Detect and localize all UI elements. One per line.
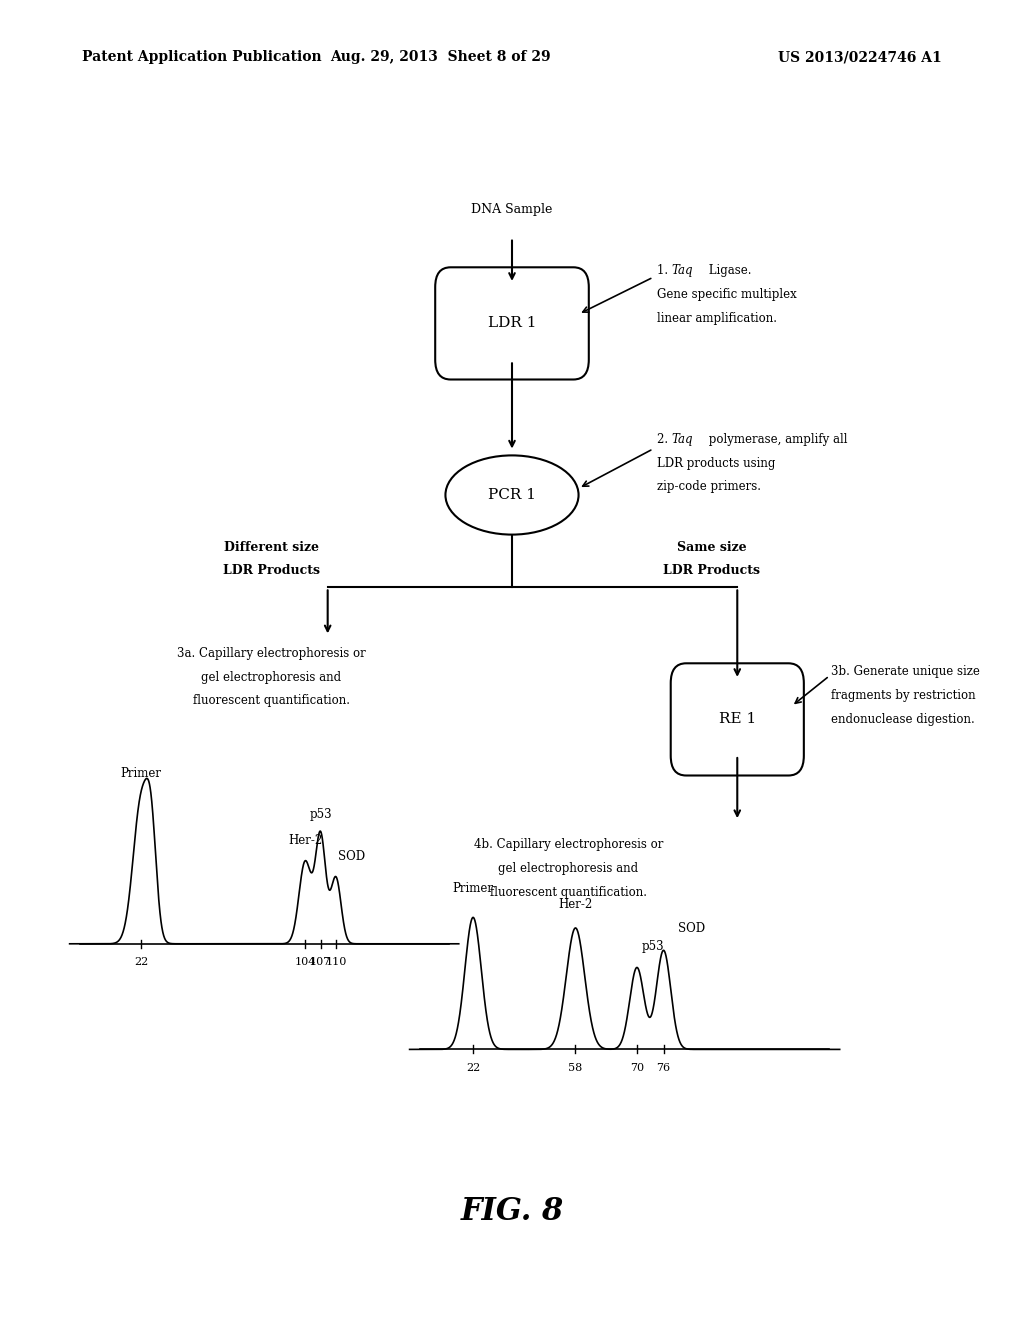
Text: 22: 22: [466, 1063, 480, 1073]
Text: fragments by restriction: fragments by restriction: [831, 689, 976, 702]
Text: fluorescent quantification.: fluorescent quantification.: [193, 694, 350, 708]
Text: 76: 76: [656, 1063, 671, 1073]
Text: gel electrophoresis and: gel electrophoresis and: [499, 862, 638, 875]
Text: Same size: Same size: [677, 541, 746, 554]
Text: PCR 1: PCR 1: [488, 488, 536, 502]
Text: LDR products using: LDR products using: [657, 457, 776, 470]
Text: 1.: 1.: [657, 264, 673, 277]
Ellipse shape: [445, 455, 579, 535]
Text: fluorescent quantification.: fluorescent quantification.: [489, 886, 647, 899]
Text: Gene specific multiplex: Gene specific multiplex: [657, 288, 797, 301]
Text: LDR Products: LDR Products: [664, 564, 760, 577]
Text: RE 1: RE 1: [719, 713, 756, 726]
Text: 58: 58: [568, 1063, 583, 1073]
Text: 4b. Capillary electrophoresis or: 4b. Capillary electrophoresis or: [474, 838, 663, 851]
Text: LDR 1: LDR 1: [487, 317, 537, 330]
Text: zip-code primers.: zip-code primers.: [657, 480, 762, 494]
Text: polymerase, amplify all: polymerase, amplify all: [705, 433, 847, 446]
Text: p53: p53: [642, 940, 665, 953]
Text: 22: 22: [134, 957, 148, 968]
Text: endonuclease digestion.: endonuclease digestion.: [831, 713, 975, 726]
Text: 2.: 2.: [657, 433, 673, 446]
Text: Different size: Different size: [224, 541, 318, 554]
Text: US 2013/0224746 A1: US 2013/0224746 A1: [778, 50, 942, 65]
Text: 70: 70: [630, 1063, 644, 1073]
Text: Her-2: Her-2: [558, 898, 593, 911]
Text: FIG. 8: FIG. 8: [461, 1196, 563, 1228]
FancyBboxPatch shape: [435, 267, 589, 380]
Text: p53: p53: [309, 808, 332, 821]
Text: Aug. 29, 2013  Sheet 8 of 29: Aug. 29, 2013 Sheet 8 of 29: [330, 50, 551, 65]
Text: 3a. Capillary electrophoresis or: 3a. Capillary electrophoresis or: [177, 647, 366, 660]
Text: LDR Products: LDR Products: [223, 564, 319, 577]
Text: 110: 110: [326, 957, 346, 968]
Text: linear amplification.: linear amplification.: [657, 312, 777, 325]
FancyBboxPatch shape: [671, 664, 804, 776]
Text: SOD: SOD: [678, 921, 705, 935]
Text: Her-2: Her-2: [288, 834, 323, 847]
Text: Patent Application Publication: Patent Application Publication: [82, 50, 322, 65]
Text: 3b. Generate unique size: 3b. Generate unique size: [831, 665, 980, 678]
Text: 104: 104: [295, 957, 315, 968]
Text: 107: 107: [310, 957, 331, 968]
Text: DNA Sample: DNA Sample: [471, 203, 553, 216]
Text: Ligase.: Ligase.: [705, 264, 751, 277]
Text: Primer: Primer: [453, 882, 494, 895]
Text: Primer: Primer: [121, 767, 162, 780]
Text: Taq: Taq: [672, 264, 693, 277]
Text: SOD: SOD: [338, 850, 365, 863]
Text: gel electrophoresis and: gel electrophoresis and: [202, 671, 341, 684]
Text: Taq: Taq: [672, 433, 693, 446]
